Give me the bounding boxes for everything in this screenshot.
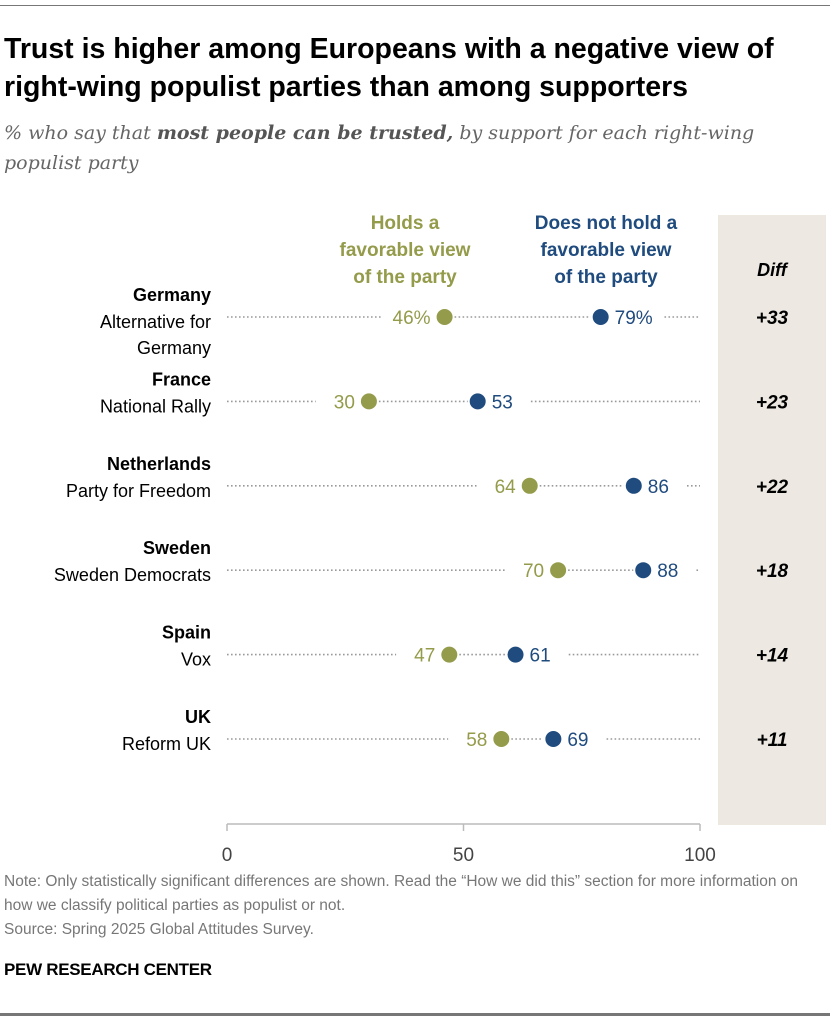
x-tick-label: 100 xyxy=(684,845,716,866)
x-tick-label: 50 xyxy=(453,845,474,866)
value-label-favorable: 47 xyxy=(414,646,435,667)
dot-favorable xyxy=(436,309,453,325)
dot-favorable xyxy=(521,477,538,494)
chart-notes: Note: Only statistically significant dif… xyxy=(4,870,824,942)
country-label: France xyxy=(152,369,211,389)
country-label: UK xyxy=(185,707,211,727)
diff-value: +14 xyxy=(756,646,789,667)
value-label-not-favorable: 79% xyxy=(615,308,653,329)
country-label: Spain xyxy=(162,623,211,643)
subtitle-suffix: by support for each right-wing populist … xyxy=(4,122,755,174)
dot-not-favorable xyxy=(545,731,562,747)
diff-header: Diff xyxy=(757,260,789,280)
dot-favorable xyxy=(493,731,510,747)
party-label: Alternative for Germany xyxy=(100,312,211,358)
diff-value: +11 xyxy=(757,730,788,751)
value-label-favorable: 58 xyxy=(466,730,487,751)
source-text: Source: Spring 2025 Global Attitudes Sur… xyxy=(4,921,314,938)
legend-not-favorable: Does not hold a favorable view of the part… xyxy=(535,213,678,288)
subtitle-prefix: % who say that xyxy=(4,122,157,144)
subtitle-emphasis: most people can be trusted, xyxy=(156,122,454,144)
chart-subtitle: % who say that most people can be truste… xyxy=(4,118,814,178)
value-label-favorable: 64 xyxy=(495,477,517,498)
dot-not-favorable xyxy=(507,646,524,663)
diff-column-background xyxy=(718,215,826,825)
value-label-favorable: 70 xyxy=(523,561,544,582)
value-label-favorable: 46% xyxy=(393,308,431,329)
dot-not-favorable xyxy=(592,309,609,325)
brand-logo-text: PEW RESEARCH CENTER xyxy=(4,960,212,979)
party-label: Sweden Democrats xyxy=(54,565,211,585)
diff-value: +23 xyxy=(756,392,789,413)
diff-value: +33 xyxy=(756,308,789,329)
value-label-not-favorable: 61 xyxy=(530,646,551,667)
dot-not-favorable xyxy=(469,393,486,410)
party-label: Party for Freedom xyxy=(66,481,211,501)
country-label: Netherlands xyxy=(107,454,211,474)
dot-not-favorable xyxy=(625,477,642,494)
dot-favorable xyxy=(441,646,458,663)
party-label: National Rally xyxy=(100,396,211,416)
note-text: Note: Only statistically significant dif… xyxy=(4,873,799,914)
top-rule xyxy=(0,5,830,6)
value-label-not-favorable: 53 xyxy=(492,392,513,413)
legend-favorable: Holds a favorable view of the party xyxy=(340,213,471,288)
diff-value: +22 xyxy=(756,477,789,498)
dot-not-favorable xyxy=(635,562,652,579)
party-label: Reform UK xyxy=(122,734,211,754)
value-label-favorable: 30 xyxy=(334,392,355,413)
dot-favorable xyxy=(360,393,377,410)
value-label-not-favorable: 86 xyxy=(648,477,669,498)
country-label: Germany xyxy=(133,285,211,305)
bottom-rule xyxy=(0,1013,830,1016)
dot-favorable xyxy=(550,562,567,579)
diff-value: +18 xyxy=(756,561,789,582)
value-label-not-favorable: 88 xyxy=(657,561,678,582)
value-label-not-favorable: 69 xyxy=(567,730,588,751)
x-tick-label: 0 xyxy=(222,845,233,866)
chart-title: Trust is higher among Europeans with a n… xyxy=(4,33,774,103)
party-label: Vox xyxy=(181,650,211,670)
country-label: Sweden xyxy=(143,538,211,558)
